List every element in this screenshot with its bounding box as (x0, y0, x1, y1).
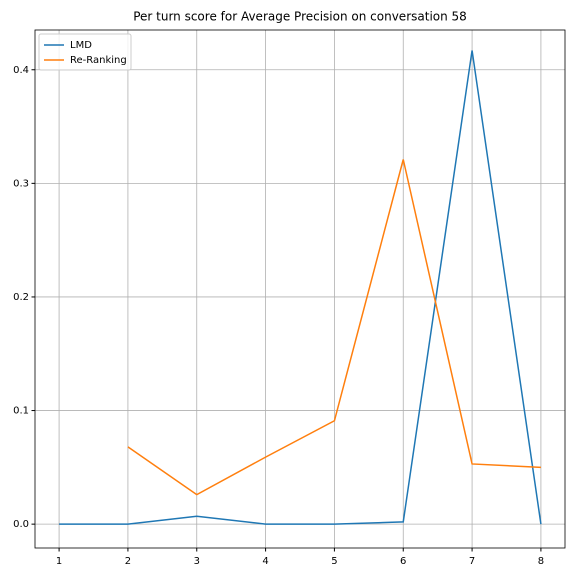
x-tick-label: 5 (331, 556, 337, 567)
line-series (59, 50, 542, 525)
y-tick-label: 0.4 (13, 65, 29, 76)
chart-title: Per turn score for Average Precision on … (133, 10, 467, 24)
legend-label: LMD (70, 40, 92, 51)
y-tick-label: 0.3 (13, 178, 29, 189)
legend-box (38, 33, 132, 71)
x-tick-label: 2 (125, 556, 131, 567)
legend: LMD Re-Ranking (38, 33, 132, 71)
plot-frame (34, 29, 566, 549)
x-tick-label: 7 (469, 556, 475, 567)
y-tick-label: 0.2 (13, 292, 29, 303)
x-tick-label: 8 (538, 556, 544, 567)
x-tick-label: 3 (194, 556, 200, 567)
legend-label: Re-Ranking (70, 55, 127, 66)
y-tick-label: 0.1 (13, 406, 29, 417)
x-tick-label: 1 (56, 556, 62, 567)
x-tick-label: 6 (400, 556, 406, 567)
y-tick-label: 0.0 (13, 519, 29, 530)
line-series (127, 159, 541, 496)
x-tick-label: 4 (262, 556, 268, 567)
